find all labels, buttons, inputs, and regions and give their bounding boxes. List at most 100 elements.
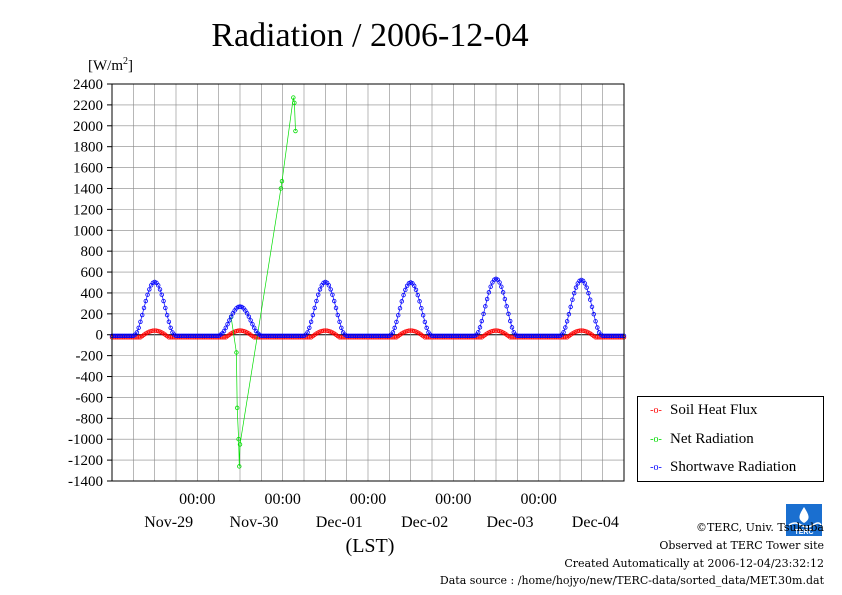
shortwave-point: [227, 318, 232, 323]
legend: -o- Soil Heat Flux -o- Net Radiation -o-…: [637, 396, 824, 482]
shortwave-point: [397, 306, 403, 311]
shortwave-point: [339, 325, 344, 330]
shortwave-point: [330, 292, 335, 297]
created-text: Created Automatically at 2006-12-04/23:3…: [564, 557, 824, 570]
shortwave-point: [396, 313, 401, 318]
shortwave-point: [140, 312, 145, 318]
shortwave-point: [481, 311, 486, 317]
x-tick-date-label: Dec-03: [486, 514, 533, 531]
y-tick-label: 2400: [73, 77, 103, 93]
y-tick-labels: 2400220020001800160014001200100080060040…: [68, 77, 103, 490]
shortwave-point: [141, 305, 147, 311]
shortwave-point: [333, 305, 339, 311]
y-tick-label: 1200: [73, 202, 103, 218]
shortwave-point: [252, 325, 257, 331]
legend-marker-shortwave: -o-: [650, 461, 662, 473]
shortwave-point: [168, 325, 173, 330]
shortwave-point: [335, 312, 340, 318]
x-tick-labels: 00:00 00:00 00:00 00:00 00:00 Nov-29 Nov-30 Dec…: [144, 491, 619, 531]
shortwave-point: [328, 287, 333, 292]
shortwave-point: [589, 304, 595, 310]
shortwave-point: [593, 319, 598, 324]
shortwave-point: [564, 319, 570, 324]
shortwave-point: [413, 287, 419, 293]
x-tick-time-label: 00:00: [179, 491, 215, 508]
y-tick-label: -400: [76, 370, 104, 386]
shortwave-point: [399, 299, 404, 304]
shortwave-point: [484, 296, 490, 302]
source-text: Data source : /home/hojyo/new/TERC-data/…: [439, 574, 824, 587]
legend-marker-net: -o-: [650, 433, 662, 445]
shortwave-point: [499, 284, 504, 289]
shortwave-point: [307, 325, 312, 330]
chart-title: Radiation / 2006-12-04: [211, 17, 528, 54]
shortwave-point: [504, 304, 509, 309]
net-point: [279, 178, 285, 184]
shortwave-point: [417, 299, 422, 304]
y-tick-label: 600: [81, 265, 104, 281]
shortwave-point: [483, 304, 488, 309]
shortwave-point: [163, 305, 168, 311]
x-tick-date-label: Nov-30: [230, 514, 279, 531]
net-point: [234, 405, 240, 411]
shortwave-point: [561, 330, 566, 335]
shortwave-point: [508, 318, 513, 324]
shortwave-point: [166, 319, 172, 324]
plot-frame: [111, 83, 625, 482]
shortwave-point: [595, 325, 600, 330]
legend-item-soil-heat-flux: -o- Soil Heat Flux: [646, 399, 758, 421]
shortwave-point: [147, 287, 152, 292]
shortwave-point: [588, 297, 593, 302]
y-tick-label: 2200: [73, 98, 103, 114]
shortwave-point: [332, 298, 337, 304]
shortwave-point: [312, 305, 317, 311]
legend-item-shortwave: -o- Shortwave Radiation: [646, 456, 796, 478]
shortwave-point: [143, 298, 148, 304]
shortwave-point: [568, 304, 573, 310]
legend-item-net-radiation: -o- Net Radiation: [646, 428, 754, 450]
shortwave-point: [316, 292, 321, 297]
shortwave-point: [394, 319, 399, 325]
shortwave-point: [479, 318, 484, 324]
shortwave-point: [308, 319, 314, 324]
observed-text: Observed at TERC Tower site: [659, 539, 824, 552]
shortwave-point: [573, 285, 579, 290]
shortwave-point: [572, 290, 577, 296]
legend-label-net: Net Radiation: [670, 430, 754, 447]
y-tick-label: 1800: [73, 140, 103, 156]
y-tick-label: 400: [81, 286, 104, 302]
y-axis-unit: [W/m2]: [88, 56, 133, 74]
y-tick-label: 1600: [73, 161, 103, 177]
shortwave-point: [476, 330, 481, 335]
shortwave-point: [390, 330, 396, 335]
series-shortwave-radiation: [109, 276, 627, 338]
x-tick-date-label: Dec-01: [316, 514, 363, 531]
x-tick-date-label: Dec-02: [401, 514, 448, 531]
y-tick-label: 1400: [73, 181, 103, 197]
y-tick-label: 800: [81, 244, 104, 260]
net-point: [291, 95, 296, 100]
shortwave-point: [159, 292, 164, 297]
y-tick-label: -1200: [68, 453, 103, 469]
shortwave-point: [317, 287, 323, 292]
shortwave-point: [392, 325, 397, 331]
shortwave-point: [422, 319, 428, 325]
y-tick-label: -1400: [68, 474, 103, 490]
x-axis-label: (LST): [346, 535, 395, 557]
net-point: [236, 437, 241, 442]
shortwave-point: [584, 285, 589, 290]
shortwave-point: [424, 325, 429, 331]
shortwave-point: [244, 311, 250, 316]
shortwave-point: [570, 297, 575, 302]
net-point: [292, 100, 297, 106]
series-net-radiation: [228, 95, 298, 469]
y-tick-label: 2000: [73, 119, 103, 135]
shortwave-point: [157, 287, 163, 292]
shortwave-point: [566, 312, 572, 317]
shortwave-point: [305, 330, 310, 335]
net-point: [278, 186, 284, 191]
shortwave-point: [401, 292, 406, 298]
legend-label-soil: Soil Heat Flux: [670, 401, 758, 418]
shortwave-point: [500, 290, 506, 295]
